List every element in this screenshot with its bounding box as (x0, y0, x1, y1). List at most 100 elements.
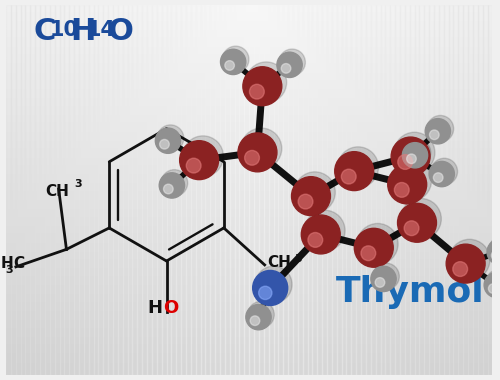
Circle shape (449, 239, 490, 280)
Circle shape (434, 173, 443, 182)
Circle shape (446, 244, 485, 283)
Bar (6, 94, 492, 96)
Bar (6, 49, 492, 51)
Bar (6, 318, 492, 319)
Bar (6, 103, 492, 105)
Bar (26, 5, 30, 375)
Bar (6, 149, 492, 151)
Bar (6, 70, 492, 72)
Bar (6, 347, 492, 349)
Bar (458, 5, 463, 375)
Bar (6, 279, 492, 280)
Circle shape (375, 278, 385, 287)
Bar (6, 179, 492, 181)
Bar (240, 5, 244, 375)
Bar (176, 5, 181, 375)
Bar (6, 210, 492, 212)
Bar (35, 5, 40, 375)
Bar (6, 18, 492, 20)
Bar (94, 5, 98, 375)
Circle shape (246, 62, 286, 103)
Bar (488, 5, 492, 375)
Bar (6, 42, 492, 44)
Bar (6, 77, 492, 79)
Circle shape (394, 182, 409, 197)
Bar (327, 5, 332, 375)
Bar (6, 192, 492, 194)
Circle shape (225, 61, 234, 70)
Bar (268, 5, 274, 375)
Bar (6, 331, 492, 332)
Bar (6, 353, 492, 355)
Circle shape (334, 152, 374, 191)
Bar (6, 29, 492, 31)
Bar (200, 5, 205, 375)
Circle shape (388, 165, 426, 204)
Bar (6, 142, 492, 144)
Bar (371, 5, 376, 375)
Bar (6, 325, 492, 327)
Bar (6, 266, 492, 268)
Bar (318, 5, 322, 375)
Bar (11, 5, 16, 375)
Bar (6, 9, 492, 11)
Bar (376, 5, 380, 375)
Bar (6, 275, 492, 277)
Bar (390, 5, 395, 375)
Bar (6, 273, 492, 275)
Bar (6, 364, 492, 366)
Bar (288, 5, 293, 375)
Bar (6, 190, 492, 192)
Circle shape (222, 46, 249, 73)
Bar (6, 327, 492, 329)
Bar (6, 268, 492, 269)
Bar (6, 101, 492, 103)
Bar (468, 5, 473, 375)
Bar (322, 5, 327, 375)
Bar (6, 98, 492, 100)
Circle shape (373, 263, 400, 290)
Bar (6, 75, 492, 77)
Bar (64, 5, 70, 375)
Bar (361, 5, 366, 375)
Bar (6, 53, 492, 55)
Bar (6, 256, 492, 258)
Bar (6, 144, 492, 146)
Circle shape (238, 133, 277, 172)
Bar (6, 168, 492, 170)
Bar (448, 5, 454, 375)
Bar (6, 153, 492, 155)
Bar (6, 233, 492, 234)
Bar (6, 305, 492, 306)
Bar (20, 5, 25, 375)
Bar (6, 129, 492, 131)
Circle shape (489, 236, 500, 263)
Bar (6, 269, 492, 271)
Circle shape (279, 49, 305, 76)
Circle shape (391, 137, 430, 176)
Bar (6, 360, 492, 362)
Bar (6, 258, 492, 260)
Bar (6, 216, 492, 218)
Bar (6, 107, 492, 109)
Bar (410, 5, 414, 375)
Bar (6, 247, 492, 249)
Bar (147, 5, 152, 375)
Circle shape (161, 169, 188, 196)
Bar (6, 319, 492, 321)
Bar (234, 5, 240, 375)
Text: H: H (148, 299, 162, 317)
Bar (6, 234, 492, 236)
Circle shape (156, 128, 180, 154)
Bar (6, 85, 492, 87)
Bar (6, 122, 492, 124)
Bar (6, 184, 492, 186)
Bar (6, 11, 492, 13)
Bar (6, 158, 492, 160)
Circle shape (302, 215, 340, 254)
Bar (6, 209, 492, 210)
Bar (6, 277, 492, 279)
Bar (6, 218, 492, 220)
Bar (6, 336, 492, 338)
Bar (6, 262, 492, 264)
